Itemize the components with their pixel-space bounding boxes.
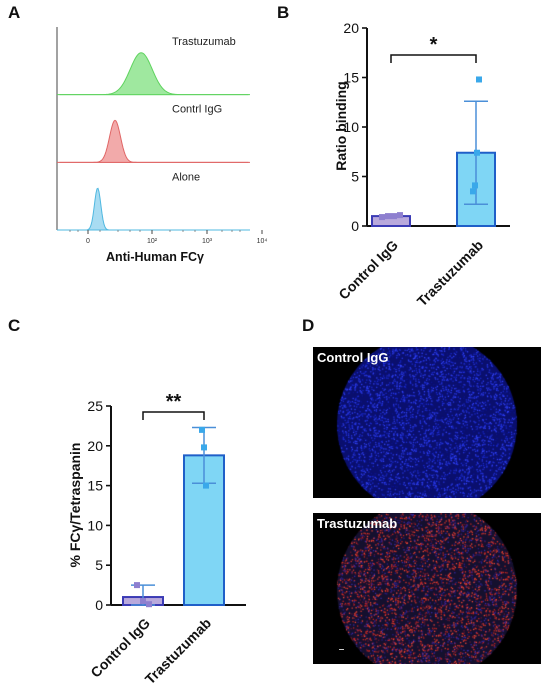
y-tick-label: 0: [95, 597, 103, 613]
track-label: Trastuzumab: [172, 36, 236, 48]
significance-bracket: [142, 411, 205, 420]
data-point: [470, 188, 476, 195]
significance-bracket: [390, 54, 477, 63]
x-tick-label-a: 10⁴: [257, 238, 268, 245]
microscopy-trastuzumab-image: Trastuzumab: [313, 513, 541, 664]
data-point: [472, 182, 478, 189]
track-label: Alone: [172, 171, 200, 183]
y-tick-label: 20: [87, 438, 103, 454]
y-axis-label: Ratio binding: [333, 81, 349, 170]
panel-letter-c: C: [8, 316, 21, 335]
y-tick-label: 5: [95, 557, 103, 573]
data-point: [474, 149, 480, 156]
y-tick-label: 20: [343, 20, 359, 36]
y-tick-label: 25: [87, 398, 103, 414]
data-point: [134, 582, 140, 589]
data-point: [476, 76, 482, 83]
x-tick-label-a: 0: [86, 238, 90, 245]
x-tick-label-a: 10³: [202, 238, 213, 245]
panel-letter-b: B: [277, 3, 290, 22]
data-point: [140, 598, 146, 605]
data-point: [379, 214, 385, 221]
panel-letter-a: A: [8, 3, 21, 22]
y-tick-label: 10: [343, 119, 359, 135]
y-tick-label: 10: [87, 517, 103, 533]
significance-marker: **: [166, 391, 182, 413]
histogram-curve: [59, 119, 249, 163]
histogram-curve: [60, 187, 248, 231]
track-label: Contrl IgG: [172, 104, 222, 116]
microscopy-control-label: Control IgG: [317, 350, 389, 365]
data-point: [391, 213, 397, 220]
y-tick-label: 5: [351, 169, 359, 185]
data-point: [201, 444, 207, 451]
y-axis-label: % FCγ/Tetraspanin: [67, 443, 83, 568]
data-point: [385, 213, 391, 220]
data-point: [199, 426, 205, 433]
microscopy-trastuzumab-label: Trastuzumab: [317, 516, 398, 531]
data-point: [203, 482, 209, 489]
data-point: [146, 601, 152, 608]
scale-bar: [339, 649, 344, 650]
x-category-label: Control IgG: [87, 615, 153, 681]
data-point: [397, 212, 403, 219]
y-tick-label: 0: [351, 218, 359, 234]
y-tick-label: 15: [343, 70, 359, 86]
x-axis-label-a: Anti-Human FCγ: [106, 250, 204, 264]
histogram-curve: [59, 52, 249, 96]
x-tick-label-a: 10²: [147, 238, 158, 245]
panel-letter-d: D: [302, 316, 315, 335]
significance-marker: *: [430, 34, 438, 56]
y-tick-label: 15: [87, 478, 103, 494]
microscopy-control-image: Control IgG: [313, 347, 541, 498]
